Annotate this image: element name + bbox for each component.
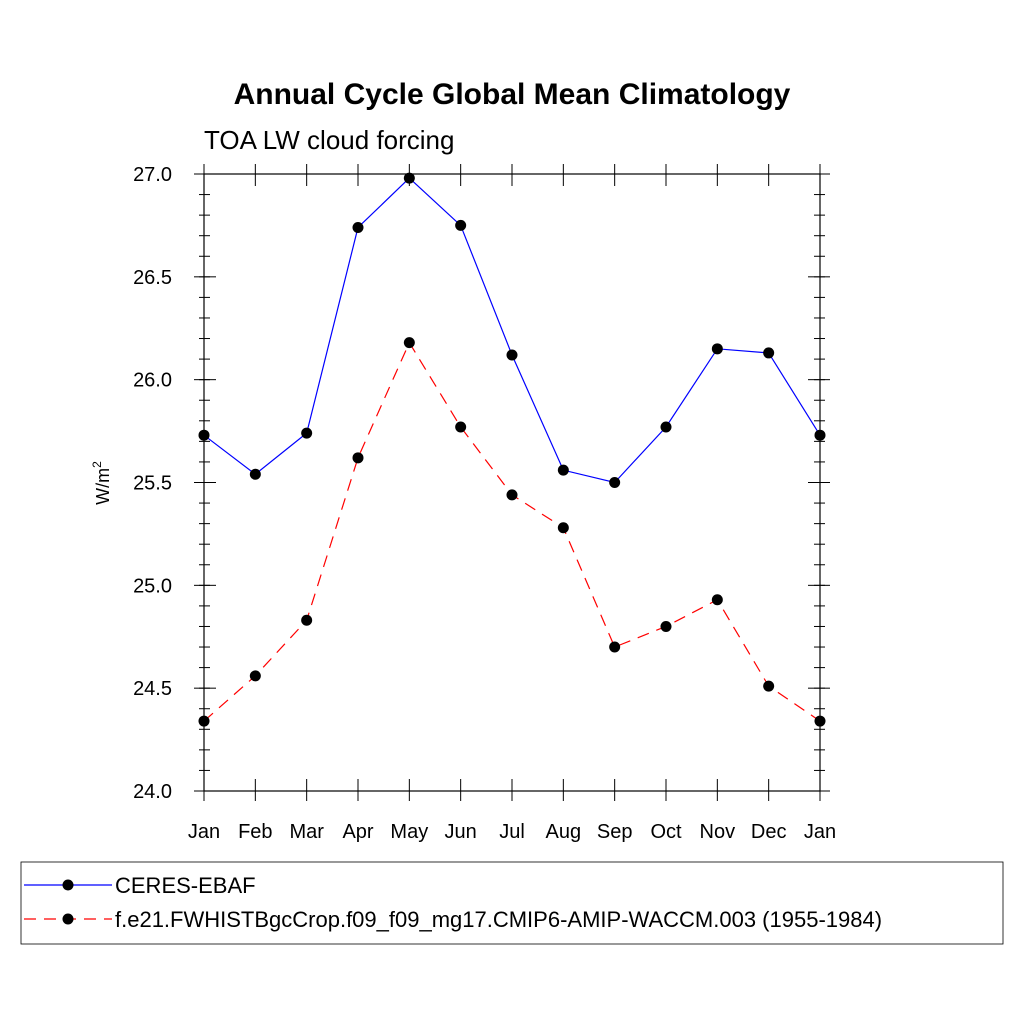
legend: CERES-EBAF f.e21.FWHISTBgcCrop.f09_f09_mg… xyxy=(20,861,1004,945)
series-2-point xyxy=(763,680,775,692)
series-1-point xyxy=(711,343,723,355)
x-tick-label: Sep xyxy=(597,821,633,843)
legend-marker-1 xyxy=(62,879,74,891)
y-tick-label: 25.0 xyxy=(133,575,172,597)
x-tick-label: Jan xyxy=(188,821,220,843)
series-line-1 xyxy=(203,177,821,484)
x-tick-label: Nov xyxy=(700,821,736,843)
series-2-point xyxy=(301,614,313,626)
y-tick-label: 26.5 xyxy=(133,267,172,289)
series-2-point xyxy=(352,452,364,464)
series-1-point xyxy=(660,421,672,433)
series-1-point xyxy=(506,349,518,361)
x-tick-label: Mar xyxy=(289,821,324,843)
x-tick-label: Dec xyxy=(751,821,787,843)
x-tick-label: May xyxy=(390,821,428,843)
x-tick-label: Jun xyxy=(445,821,477,843)
y-tick-label: 25.5 xyxy=(133,473,172,495)
y-tick-label: 27.0 xyxy=(133,164,172,186)
series-2-point xyxy=(249,670,261,682)
series-2-point xyxy=(609,641,621,653)
legend-marker-2 xyxy=(62,913,74,925)
series-2-point xyxy=(557,522,569,534)
series-1-point xyxy=(249,468,261,480)
legend-box xyxy=(20,861,1004,945)
series-2-point xyxy=(455,421,467,433)
series-1-point xyxy=(403,172,415,184)
x-tick-label: Apr xyxy=(342,821,373,843)
plot-frame xyxy=(203,173,821,792)
series-1-point xyxy=(557,464,569,476)
chart-subtitle: TOA LW cloud forcing xyxy=(204,125,454,155)
series-1-point xyxy=(352,221,364,233)
y-axis-label-exponent: 2 xyxy=(90,461,104,468)
y-tick-label: 26.0 xyxy=(133,370,172,392)
series-line-2 xyxy=(203,341,821,722)
axis-ticks: Jan Feb Mar Apr May Jun Jul Aug Sep Oct Nov Dec Jan 2… xyxy=(133,164,836,843)
x-tick-label: Feb xyxy=(238,821,272,843)
series-2-point xyxy=(403,337,415,349)
legend-label-2: f.e21.FWHISTBgcCrop.f09_f09_mg17.CMIP6-A… xyxy=(115,907,882,932)
legend-label-1: CERES-EBAF xyxy=(115,873,256,898)
y-tick-label: 24.0 xyxy=(133,781,172,803)
x-tick-label: Jul xyxy=(499,821,525,843)
y-axis-label: W/m2 xyxy=(90,461,113,505)
y-tick-label: 24.5 xyxy=(133,678,172,700)
series-1-point xyxy=(301,427,313,439)
series-2-point xyxy=(660,620,672,632)
x-tick-label: Jan xyxy=(804,821,836,843)
series-layer xyxy=(198,172,826,727)
series-2-point xyxy=(506,489,518,501)
chart-title: Annual Cycle Global Mean Climatology xyxy=(234,78,791,111)
series-2-point xyxy=(711,594,723,606)
series-1-point xyxy=(609,477,621,488)
x-tick-label: Oct xyxy=(650,821,682,843)
series-1-point xyxy=(763,347,775,359)
y-axis-label-unit: W/m xyxy=(93,468,113,505)
series-1-point xyxy=(455,219,467,231)
x-tick-label: Aug xyxy=(546,821,582,843)
